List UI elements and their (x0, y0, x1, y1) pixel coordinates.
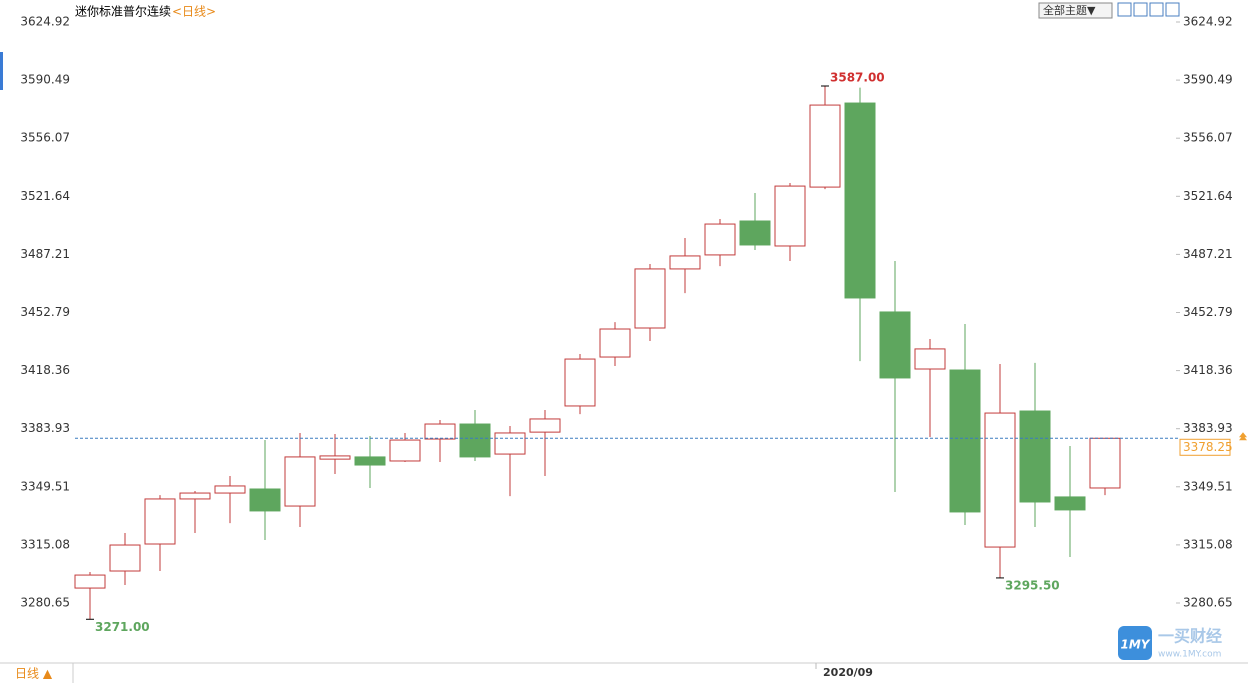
y-tick-label-right: 3624.92 (1183, 15, 1233, 29)
y-tick-label: 3383.93 (20, 421, 70, 435)
candle-body (389, 439, 421, 462)
y-tick-label-right: 3487.21 (1183, 247, 1233, 261)
y-tick-label: 3487.21 (20, 247, 70, 261)
y-tick-label-right: 3383.93 (1183, 421, 1233, 435)
annotation-label: 3295.50 (1005, 578, 1060, 592)
candle-body (1089, 437, 1121, 489)
candle-body (284, 456, 316, 507)
last-price-arrow (1239, 432, 1247, 441)
y-tick-label: 3280.65 (20, 595, 70, 609)
side-marker (0, 52, 3, 90)
candle-body (109, 544, 141, 572)
candle-body (774, 185, 806, 247)
last-price-label: 3378.25 (1183, 440, 1233, 454)
period-button-label[interactable]: 日线 ▲ (15, 667, 53, 681)
y-tick-label: 3452.79 (20, 305, 70, 319)
annotation-label: 3271.00 (95, 620, 150, 634)
candle-body (634, 268, 666, 329)
y-tick-label-right: 3556.07 (1183, 131, 1233, 145)
candle-body (319, 455, 351, 460)
y-tick-label: 3590.49 (20, 73, 70, 87)
candle-body (669, 255, 701, 270)
candle-body (914, 348, 946, 370)
annotation-label: 3587.00 (830, 70, 885, 84)
y-tick-label: 3521.64 (20, 189, 70, 203)
chart-title: 迷你标准普尔连续 (75, 4, 171, 19)
y-tick-label: 3418.36 (20, 363, 70, 377)
y-tick-label-right: 3590.49 (1183, 73, 1233, 87)
candle-body (529, 418, 561, 433)
candle-body (424, 423, 456, 440)
last-price-box (1179, 438, 1231, 456)
candle-body (984, 412, 1016, 548)
y-tick-label-right: 3521.64 (1183, 189, 1233, 203)
candle-body (354, 456, 386, 466)
candle-body (879, 311, 911, 379)
candle-body (564, 358, 596, 407)
candle-body (74, 574, 106, 589)
y-tick-label-right: 3418.36 (1183, 363, 1233, 377)
y-tick-label: 3349.51 (20, 479, 70, 493)
x-tick-label: 2020/09 (823, 666, 873, 679)
theme-button-label[interactable]: 全部主题▼ (1043, 3, 1096, 17)
period-button[interactable] (2, 664, 72, 682)
tool-icon[interactable] (1165, 2, 1180, 17)
candle-body (844, 102, 876, 299)
candle-body (599, 328, 631, 358)
watermark-name: 一买财经 (1158, 627, 1222, 646)
y-tick-label: 3556.07 (20, 131, 70, 145)
theme-button[interactable] (1038, 2, 1113, 19)
candle-body (214, 485, 246, 494)
candle-body (249, 488, 281, 512)
tool-icon[interactable] (1117, 2, 1132, 17)
y-tick-label-right: 3280.65 (1183, 595, 1233, 609)
y-tick-label-right: 3452.79 (1183, 305, 1233, 319)
logo-text: 1MY (1121, 638, 1151, 652)
y-tick-label: 3315.08 (20, 537, 70, 551)
watermark-url: www.1MY.com (1158, 650, 1221, 660)
y-tick-label-right: 3315.08 (1183, 537, 1233, 551)
candle-body (1019, 410, 1051, 503)
candle-body (144, 498, 176, 545)
candle-body (809, 104, 841, 188)
candle-body (459, 423, 491, 458)
y-tick-label: 3624.92 (20, 15, 70, 29)
candle-body (949, 369, 981, 513)
candle-body (179, 492, 211, 500)
y-tick-label-right: 3349.51 (1183, 479, 1233, 493)
tool-icon[interactable] (1149, 2, 1164, 17)
candle-body (1054, 496, 1086, 511)
candle-body (739, 220, 771, 246)
candle-body (704, 223, 736, 256)
tool-icon[interactable] (1133, 2, 1148, 17)
logo (1118, 626, 1152, 660)
candle-body (494, 432, 526, 455)
period-label: <日线> (172, 5, 216, 19)
